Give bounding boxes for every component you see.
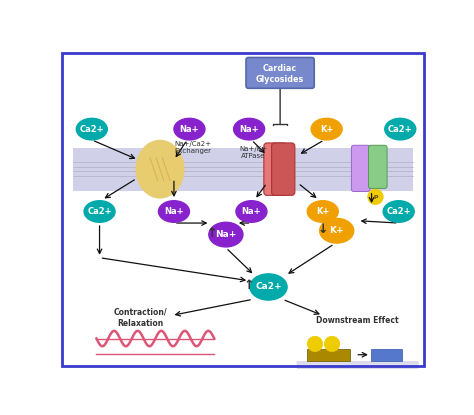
Text: Ca2+: Ca2+: [386, 207, 411, 216]
Bar: [73, 148, 413, 191]
Text: Ca2+: Ca2+: [87, 207, 112, 216]
Text: Na+: Na+: [242, 207, 261, 216]
Text: Na+: Na+: [239, 124, 259, 134]
Ellipse shape: [136, 140, 184, 198]
Ellipse shape: [84, 201, 115, 222]
Bar: [307, 349, 350, 361]
Ellipse shape: [158, 201, 190, 222]
Text: Contraction/
Relaxation: Contraction/ Relaxation: [114, 308, 167, 328]
Ellipse shape: [250, 274, 287, 300]
FancyBboxPatch shape: [351, 145, 370, 191]
FancyBboxPatch shape: [272, 143, 295, 195]
Ellipse shape: [234, 118, 264, 140]
FancyBboxPatch shape: [368, 145, 387, 188]
Ellipse shape: [174, 118, 205, 140]
Text: Downstream Effect: Downstream Effect: [316, 316, 399, 325]
Text: K+: K+: [320, 124, 333, 134]
Polygon shape: [297, 361, 418, 409]
Text: Cardiac
Glycosides: Cardiac Glycosides: [256, 63, 304, 84]
FancyBboxPatch shape: [246, 58, 314, 88]
Text: ↑: ↑: [243, 279, 254, 292]
FancyBboxPatch shape: [264, 143, 287, 195]
Ellipse shape: [76, 118, 107, 140]
Text: Ca2+: Ca2+: [80, 124, 104, 134]
Circle shape: [307, 336, 323, 352]
Text: Ca2+: Ca2+: [255, 283, 282, 291]
Text: Na+: Na+: [215, 230, 237, 239]
Bar: [371, 349, 402, 361]
Text: ↓: ↓: [318, 223, 328, 236]
Text: Na+/Ca2+
Exchanger: Na+/Ca2+ Exchanger: [174, 141, 211, 154]
Text: Ca2+: Ca2+: [388, 124, 412, 134]
Ellipse shape: [383, 201, 414, 222]
Text: K+: K+: [316, 207, 329, 216]
Text: ↑: ↑: [207, 227, 217, 239]
Text: Na+: Na+: [164, 207, 184, 216]
Circle shape: [368, 189, 383, 205]
Text: K+: K+: [329, 226, 344, 235]
Ellipse shape: [236, 201, 267, 222]
Ellipse shape: [319, 218, 354, 243]
Text: Na+/K+
ATPase: Na+/K+ ATPase: [239, 146, 267, 159]
Text: p: p: [373, 194, 378, 199]
Ellipse shape: [209, 222, 243, 247]
Ellipse shape: [311, 118, 342, 140]
Circle shape: [324, 336, 340, 352]
Ellipse shape: [385, 118, 416, 140]
Ellipse shape: [307, 201, 338, 222]
Text: Na+: Na+: [180, 124, 199, 134]
